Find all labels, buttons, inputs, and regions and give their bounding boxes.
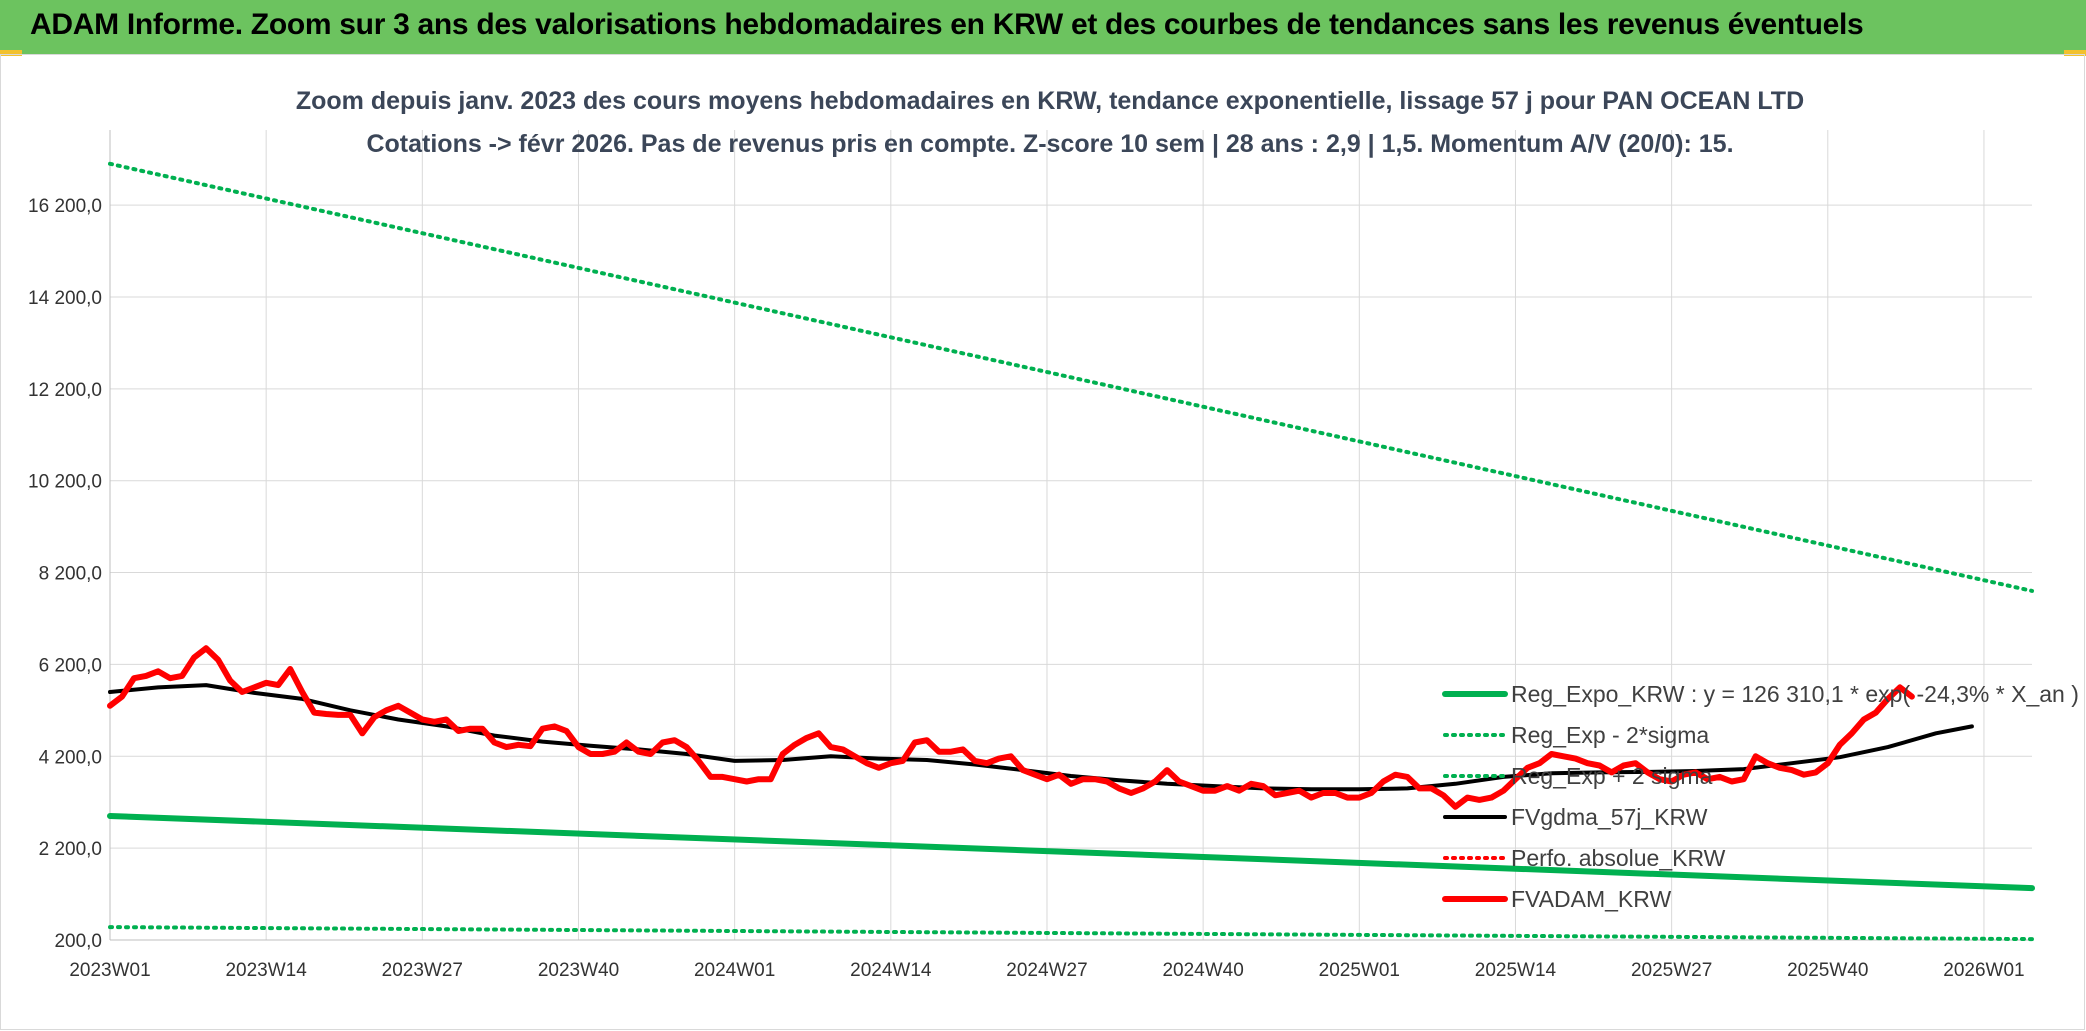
y-tick-label: 12 200,0 bbox=[28, 380, 102, 401]
y-tick-label: 8 200,0 bbox=[39, 564, 102, 585]
legend-label: Reg_Exp + 2 sigma bbox=[1511, 763, 1713, 789]
x-tick-label: 2025W27 bbox=[1631, 960, 1712, 981]
y-tick-label: 16 200,0 bbox=[28, 196, 102, 217]
series-lines bbox=[107, 161, 2035, 942]
x-tick-label: 2023W01 bbox=[69, 960, 150, 981]
series-line-3 bbox=[108, 683, 1974, 792]
x-axis: 2023W01 2023W14 2023W27 2023W40 2024W01 2024W… bbox=[69, 960, 2024, 981]
x-tick-label: 2024W14 bbox=[850, 960, 932, 981]
grid bbox=[109, 130, 2032, 941]
x-tick-label: 2025W40 bbox=[1787, 960, 1868, 981]
chart-title-line-2: Cotations -> févr 2026. Pas de revenus p… bbox=[366, 130, 1733, 158]
banner-accent-right bbox=[2064, 50, 2086, 56]
x-tick-label: 2023W40 bbox=[538, 960, 619, 981]
x-tick-label: 2025W14 bbox=[1475, 960, 1557, 981]
series-line-2 bbox=[108, 161, 2034, 593]
banner: ADAM Informe. Zoom sur 3 ans des valoris… bbox=[0, 0, 2086, 56]
x-tick-label: 2023W14 bbox=[225, 960, 307, 981]
legend: Reg_Expo_KRW : y = 126 310,1 * exp( -24,… bbox=[1442, 681, 2079, 912]
y-tick-label: 14 200,0 bbox=[28, 288, 102, 309]
legend-label: Reg_Exp - 2*sigma bbox=[1511, 722, 1709, 748]
legend-label: Reg_Expo_KRW : y = 126 310,1 * exp( -24,… bbox=[1511, 681, 2079, 707]
legend-label: Perfo. absolue_KRW bbox=[1511, 845, 1726, 871]
chart-frame bbox=[0, 54, 2085, 1030]
x-tick-label: 2024W27 bbox=[1006, 960, 1087, 981]
series-line-0 bbox=[107, 813, 2035, 892]
chart-title-line-1: Zoom depuis janv. 2023 des cours moyens … bbox=[296, 87, 1804, 115]
x-tick-label: 2024W01 bbox=[694, 960, 775, 981]
x-tick-label: 2025W01 bbox=[1319, 960, 1400, 981]
y-tick-label: 10 200,0 bbox=[28, 472, 102, 493]
y-tick-label: 2 200,0 bbox=[39, 839, 102, 860]
x-tick-label: 2024W40 bbox=[1162, 960, 1243, 981]
y-axis: 200,0 2 200,0 4 200,0 6 200,0 8 200,0 10 200,… bbox=[28, 196, 102, 952]
x-tick-label: 2023W27 bbox=[382, 960, 463, 981]
y-tick-label: 4 200,0 bbox=[39, 747, 102, 768]
banner-accent-left bbox=[0, 50, 22, 56]
legend-label: FVADAM_KRW bbox=[1511, 886, 1671, 912]
x-tick-label: 2026W01 bbox=[1943, 960, 2024, 981]
y-tick-label: 6 200,0 bbox=[39, 655, 102, 676]
series-line-5 bbox=[107, 645, 1915, 810]
series-line-1 bbox=[108, 925, 2034, 942]
banner-title: ADAM Informe. Zoom sur 3 ans des valoris… bbox=[30, 8, 1864, 41]
chart-titles: Zoom depuis janv. 2023 des cours moyens … bbox=[296, 87, 1804, 158]
y-tick-label: 200,0 bbox=[54, 931, 102, 952]
legend-label: FVgdma_57j_KRW bbox=[1511, 804, 1708, 830]
